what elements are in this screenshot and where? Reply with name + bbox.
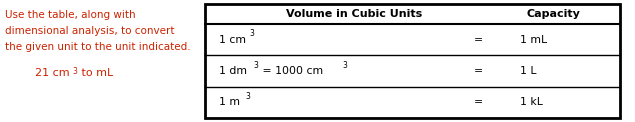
Text: 3: 3 (249, 29, 254, 38)
Text: 1 L: 1 L (521, 66, 537, 76)
Text: 3: 3 (342, 61, 347, 70)
Text: = 1000 cm: = 1000 cm (259, 66, 323, 76)
Text: to mL: to mL (78, 68, 113, 78)
Text: 1 cm: 1 cm (219, 35, 246, 45)
Text: Volume in Cubic Units: Volume in Cubic Units (286, 9, 422, 19)
Text: 3: 3 (253, 61, 258, 70)
Text: Capacity: Capacity (526, 9, 580, 19)
Text: 1 dm: 1 dm (219, 66, 247, 76)
Text: 3: 3 (72, 67, 77, 76)
Text: 3: 3 (245, 92, 250, 101)
Text: dimensional analysis, to convert: dimensional analysis, to convert (5, 26, 175, 36)
Text: =: = (474, 35, 483, 45)
Text: the given unit to the unit indicated.: the given unit to the unit indicated. (5, 42, 190, 52)
Text: 1 kL: 1 kL (521, 97, 544, 107)
Text: Use the table, along with: Use the table, along with (5, 10, 136, 20)
Bar (205, 4, 620, 118)
Text: 21 cm: 21 cm (35, 68, 70, 78)
Text: =: = (474, 97, 483, 107)
Text: 1 mL: 1 mL (521, 35, 547, 45)
Text: 1 m: 1 m (219, 97, 240, 107)
Text: =: = (474, 66, 483, 76)
